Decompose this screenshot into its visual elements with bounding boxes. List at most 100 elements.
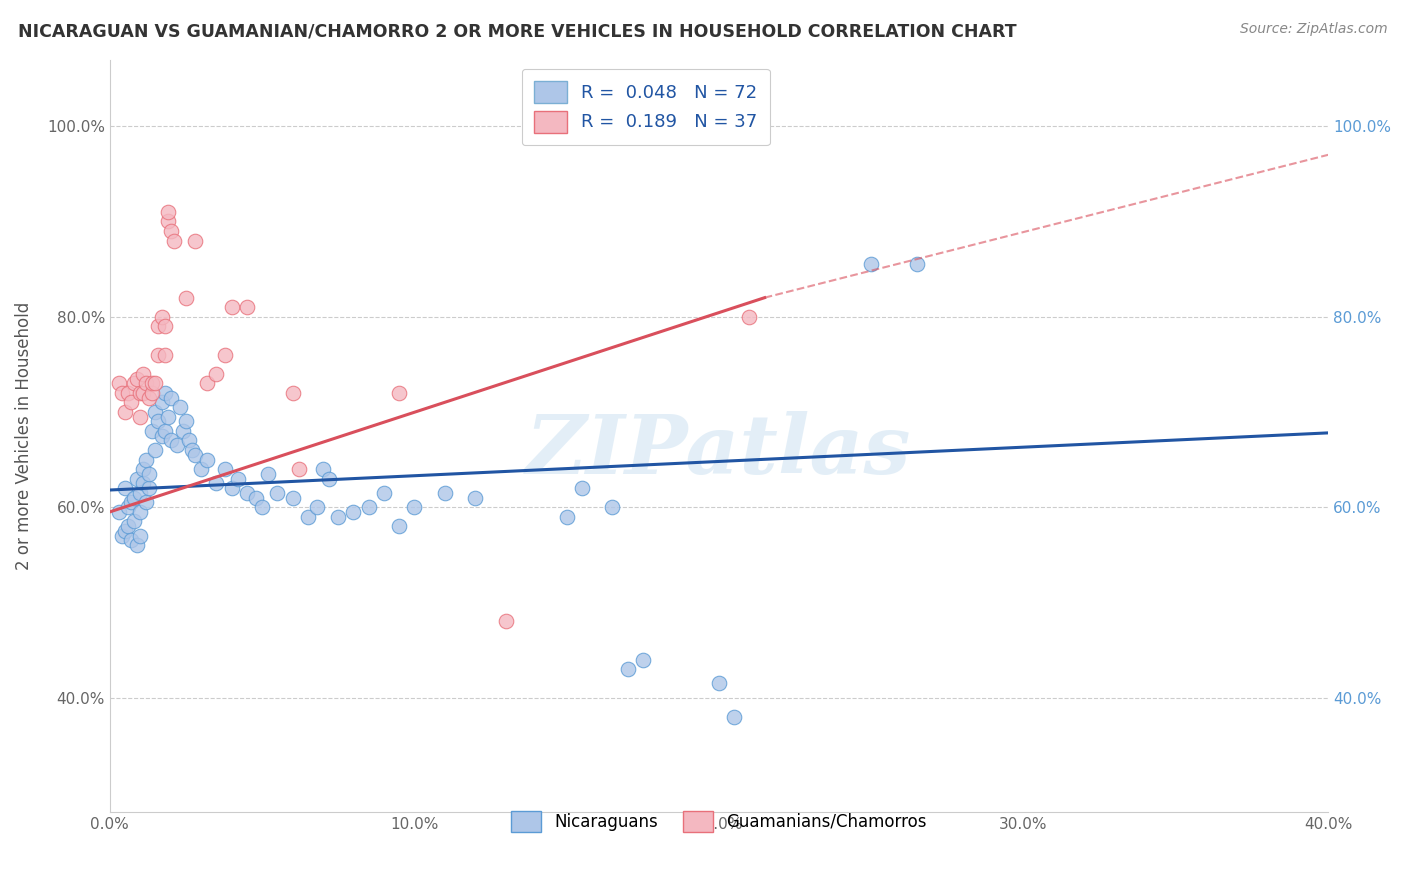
Text: Source: ZipAtlas.com: Source: ZipAtlas.com [1240, 22, 1388, 37]
Point [723, 709, 745, 723]
Point [156, 205, 179, 219]
Point [108, 376, 131, 391]
Point [129, 385, 152, 400]
Point [342, 505, 364, 519]
Point [135, 495, 157, 509]
Point [190, 462, 212, 476]
Point [122, 491, 145, 505]
Point [129, 529, 152, 543]
Point [122, 515, 145, 529]
Point [297, 509, 319, 524]
Point [150, 310, 173, 324]
Point [156, 409, 179, 424]
Point [221, 300, 243, 314]
Point [129, 486, 152, 500]
Point [571, 481, 593, 495]
Point [195, 376, 218, 391]
Point [122, 376, 145, 391]
Point [707, 676, 730, 690]
Point [153, 385, 176, 400]
Point [226, 472, 249, 486]
Point [163, 234, 186, 248]
Point [141, 424, 163, 438]
Point [245, 491, 267, 505]
Point [159, 434, 181, 448]
Point [631, 652, 654, 666]
Point [305, 500, 328, 515]
Point [135, 452, 157, 467]
Point [132, 462, 155, 476]
Legend: Nicaraguans, Guamanians/Chamorros: Nicaraguans, Guamanians/Chamorros [498, 798, 941, 845]
Point [153, 348, 176, 362]
Point [236, 300, 259, 314]
Point [616, 662, 638, 676]
Point [148, 414, 170, 428]
Point [205, 476, 228, 491]
Point [129, 505, 152, 519]
Point [129, 409, 152, 424]
Point [181, 443, 204, 458]
Point [205, 367, 228, 381]
Point [135, 376, 157, 391]
Point [373, 486, 395, 500]
Point [114, 405, 136, 419]
Point [214, 462, 236, 476]
Point [117, 519, 139, 533]
Point [159, 224, 181, 238]
Point [127, 371, 149, 385]
Point [127, 472, 149, 486]
Point [464, 491, 486, 505]
Point [111, 529, 134, 543]
Point [266, 486, 288, 500]
Point [141, 376, 163, 391]
Point [236, 486, 259, 500]
Point [602, 500, 624, 515]
Point [150, 428, 173, 442]
Point [156, 214, 179, 228]
Point [281, 491, 304, 505]
Point [132, 385, 155, 400]
Y-axis label: 2 or more Vehicles in Household: 2 or more Vehicles in Household [15, 301, 32, 570]
Point [257, 467, 280, 481]
Point [174, 414, 197, 428]
Point [117, 385, 139, 400]
Point [860, 257, 883, 271]
Point [145, 405, 167, 419]
Point [148, 348, 170, 362]
Point [138, 467, 160, 481]
Point [132, 367, 155, 381]
Point [357, 500, 380, 515]
Point [388, 519, 411, 533]
Point [905, 257, 928, 271]
Point [127, 538, 149, 552]
Point [114, 481, 136, 495]
Point [120, 533, 142, 548]
Point [145, 376, 167, 391]
Point [111, 385, 134, 400]
Point [169, 400, 191, 414]
Point [108, 505, 131, 519]
Point [159, 391, 181, 405]
Point [318, 472, 340, 486]
Point [1164, 814, 1187, 829]
Point [388, 385, 411, 400]
Point [132, 476, 155, 491]
Point [495, 615, 517, 629]
Point [172, 424, 194, 438]
Text: ZIPatlas: ZIPatlas [526, 411, 911, 491]
Point [148, 319, 170, 334]
Point [153, 424, 176, 438]
Point [555, 509, 578, 524]
Point [117, 500, 139, 515]
Point [145, 443, 167, 458]
Point [166, 438, 188, 452]
Point [141, 385, 163, 400]
Point [114, 524, 136, 538]
Point [404, 500, 426, 515]
Point [250, 500, 273, 515]
Point [177, 434, 200, 448]
Point [221, 481, 243, 495]
Point [153, 319, 176, 334]
Point [433, 486, 456, 500]
Point [138, 391, 160, 405]
